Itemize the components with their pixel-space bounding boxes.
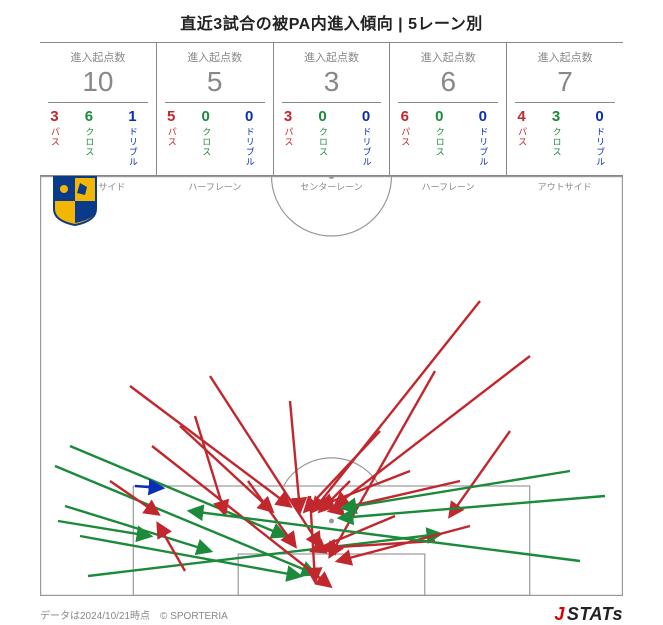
arrow-cross xyxy=(70,446,285,536)
lane-4: 進入起点数 7 4パス 3クロス 0ドリブル xyxy=(507,43,623,175)
bd-pass: 5パス xyxy=(162,109,180,167)
bd-pass: 3パス xyxy=(45,109,63,167)
arrow-pass xyxy=(158,524,185,571)
stats-logo: JSTATs xyxy=(554,604,623,625)
arrow-pass xyxy=(450,431,510,516)
lane-breakdown: 5パス 0クロス 0ドリブル xyxy=(157,109,273,167)
lane-total: 5 xyxy=(165,67,265,103)
arrow-dribble xyxy=(135,486,162,488)
bd-pass: 4パス xyxy=(513,109,531,167)
arrow-cross xyxy=(65,506,210,551)
lane-breakdown: 6パス 0クロス 0ドリブル xyxy=(390,109,506,167)
bd-dribble: 0ドリブル xyxy=(582,109,618,167)
arrow-pass xyxy=(110,481,158,514)
lane-breakdown: 3パス 0クロス 0ドリブル xyxy=(274,109,390,167)
lane-stat-label: 進入起点数 xyxy=(507,49,623,65)
arrow-cross xyxy=(80,536,300,576)
arrows-layer xyxy=(40,176,623,596)
lane-0: 進入起点数 10 3パス 6クロス 1ドリブル xyxy=(40,43,157,175)
field-area: アウトサイドハーフレーンセンターレーンハーフレーンアウトサイド xyxy=(40,176,623,596)
bd-cross: 3クロス xyxy=(543,109,570,167)
lane-breakdown: 4パス 3クロス 0ドリブル xyxy=(507,109,623,167)
bd-cross: 0クロス xyxy=(426,109,453,167)
lane-3: 進入起点数 6 6パス 0クロス 0ドリブル xyxy=(390,43,507,175)
lane-total: 7 xyxy=(515,67,615,103)
lane-stat-label: 進入起点数 xyxy=(390,49,506,65)
footer-caption: データは2024/10/21時点 © SPORTERIA xyxy=(40,607,228,622)
lane-total: 3 xyxy=(282,67,382,103)
lane-total: 6 xyxy=(398,67,498,103)
bd-dribble: 0ドリブル xyxy=(231,109,267,167)
arrow-pass xyxy=(313,301,480,511)
bd-cross: 0クロス xyxy=(192,109,219,167)
arrow-pass xyxy=(290,401,300,511)
lane-breakdown: 3パス 6クロス 1ドリブル xyxy=(40,109,156,167)
lane-1: 進入起点数 5 5パス 0クロス 0ドリブル xyxy=(157,43,274,175)
bd-dribble: 0ドリブル xyxy=(465,109,501,167)
lane-stat-label: 進入起点数 xyxy=(40,49,156,65)
bd-pass: 3パス xyxy=(279,109,297,167)
bd-dribble: 1ドリブル xyxy=(114,109,150,167)
bd-cross: 6クロス xyxy=(75,109,102,167)
lane-stat-label: 進入起点数 xyxy=(157,49,273,65)
bd-dribble: 0ドリブル xyxy=(348,109,384,167)
lane-total: 10 xyxy=(48,67,148,103)
arrow-pass xyxy=(330,371,435,556)
arrow-cross xyxy=(190,511,580,561)
lane-2: 進入起点数 3 3パス 0クロス 0ドリブル xyxy=(274,43,391,175)
team-badge xyxy=(52,175,98,227)
bd-pass: 6パス xyxy=(396,109,414,167)
chart-container: 直近3試合の被PA内進入傾向 | 5レーン別 進入起点数 10 3パス 6クロス 1ドリ… xyxy=(0,0,663,611)
bd-cross: 0クロス xyxy=(309,109,336,167)
lane-stat-label: 進入起点数 xyxy=(274,49,390,65)
arrow-pass xyxy=(320,471,410,506)
stats-row: 進入起点数103パス6クロス1ドリブル進入起点数55パス0クロス0ドリブル進入起… xyxy=(40,42,623,176)
chart-title: 直近3試合の被PA内進入傾向 | 5レーン別 xyxy=(0,0,663,42)
footer: データは2024/10/21時点 © SPORTERIA JSTATs xyxy=(40,604,623,625)
